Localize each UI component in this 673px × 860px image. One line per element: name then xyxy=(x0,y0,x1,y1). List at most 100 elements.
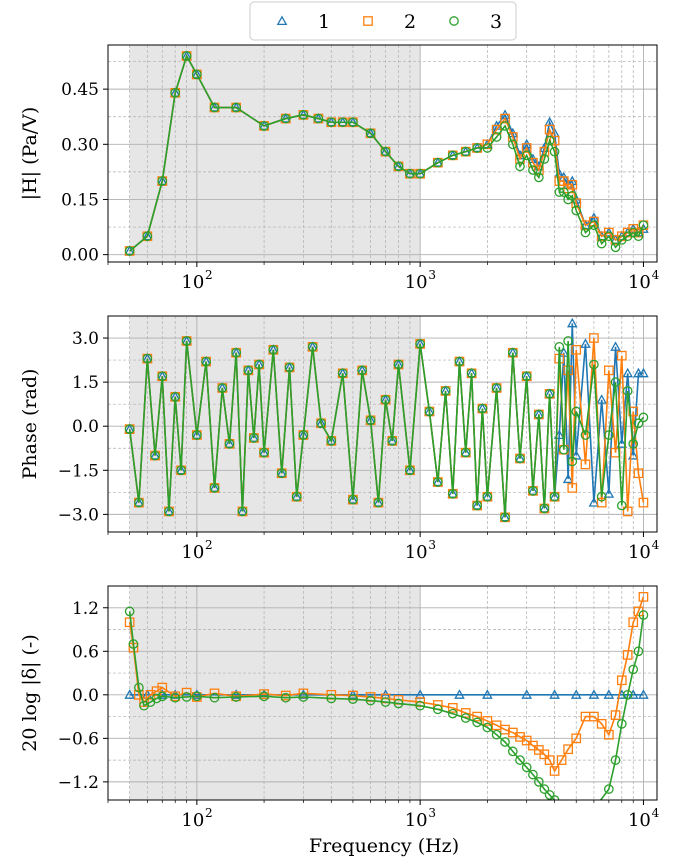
data-point xyxy=(563,744,573,755)
data-point xyxy=(616,500,627,511)
data-point xyxy=(515,161,525,172)
data-point xyxy=(528,165,538,175)
data-point xyxy=(539,146,550,157)
data-point xyxy=(560,807,568,815)
data-point xyxy=(566,317,578,328)
data-point xyxy=(373,497,384,507)
data-point xyxy=(243,365,254,376)
data-point xyxy=(291,491,302,502)
data-point xyxy=(571,344,582,355)
data-point xyxy=(237,505,248,516)
data-point xyxy=(454,356,465,367)
data-point xyxy=(405,168,415,179)
data-point xyxy=(373,497,384,508)
data-point xyxy=(604,729,614,740)
data-point xyxy=(176,465,186,476)
data-point xyxy=(580,430,591,440)
data-point xyxy=(170,87,181,98)
data-point xyxy=(472,143,483,153)
data-point xyxy=(500,737,510,747)
data-point xyxy=(589,220,599,231)
data-point xyxy=(432,704,443,715)
data-point xyxy=(347,494,359,504)
data-point xyxy=(589,333,599,343)
data-point xyxy=(507,347,518,358)
x-axis-label: Frequency (Hz) xyxy=(309,835,459,857)
data-point xyxy=(432,476,444,487)
data-point xyxy=(276,468,287,479)
data-point xyxy=(610,341,621,351)
data-point xyxy=(555,801,563,809)
data-point xyxy=(633,418,644,429)
x-tick-exponent: 3 xyxy=(428,538,436,552)
data-point xyxy=(124,245,135,255)
data-point xyxy=(387,436,398,446)
data-point xyxy=(472,711,483,722)
data-point xyxy=(447,703,458,713)
data-point xyxy=(316,418,326,429)
data-point xyxy=(544,124,555,135)
data-point xyxy=(460,447,471,458)
data-point xyxy=(315,417,327,428)
data-point xyxy=(181,336,192,346)
data-point xyxy=(628,664,639,675)
y-ticks: 0.00 0.15 0.30 0.45 xyxy=(61,80,108,266)
x-tick-exponent: 2 xyxy=(205,538,213,552)
data-point xyxy=(544,755,555,765)
data-point xyxy=(477,403,488,414)
data-point xyxy=(616,675,627,686)
data-point xyxy=(224,438,235,448)
legend-marker xyxy=(449,16,459,26)
x-tick-exponent: 4 xyxy=(652,806,660,820)
data-point xyxy=(580,227,591,238)
x-tick-label: 10 xyxy=(181,810,204,831)
data-point xyxy=(521,735,532,746)
data-point xyxy=(567,483,578,493)
data-point xyxy=(570,689,582,699)
data-point xyxy=(404,464,416,475)
y-axis-label: |H| (Pa/V) xyxy=(19,107,41,201)
data-point xyxy=(440,386,451,396)
data-point xyxy=(521,762,532,773)
x-tick-label: 10 xyxy=(628,272,651,293)
data-point xyxy=(142,230,153,241)
data-point xyxy=(380,146,391,157)
data-point xyxy=(638,689,649,699)
data-point xyxy=(500,512,510,523)
data-point xyxy=(217,383,228,393)
data-point xyxy=(603,689,615,699)
data-point xyxy=(415,168,426,179)
data-point xyxy=(432,157,443,168)
data-point xyxy=(365,415,376,426)
data-point xyxy=(491,132,502,142)
series-3 xyxy=(124,51,649,256)
data-point xyxy=(571,406,582,417)
data-point xyxy=(209,692,220,703)
data-point xyxy=(482,491,493,502)
y-tick-label: 1.5 xyxy=(72,373,99,393)
data-point xyxy=(326,436,337,446)
data-point xyxy=(386,435,398,445)
data-point xyxy=(175,464,187,475)
data-point xyxy=(191,429,203,440)
legend-label: 2 xyxy=(404,11,416,33)
data-point xyxy=(192,69,202,80)
y-axis-label: 20 log |δ| (-) xyxy=(19,634,41,751)
x-tick-exponent: 4 xyxy=(652,538,660,552)
data-point xyxy=(325,435,337,445)
data-point xyxy=(533,165,544,175)
data-point xyxy=(580,338,591,348)
data-point xyxy=(380,697,391,707)
data-point xyxy=(499,511,511,522)
data-point xyxy=(337,117,348,128)
data-point xyxy=(628,406,639,417)
data-point xyxy=(192,691,202,702)
data-point xyxy=(157,691,168,702)
data-point xyxy=(259,691,269,702)
data-point xyxy=(507,746,518,757)
data-point xyxy=(230,689,242,699)
data-point xyxy=(124,689,135,699)
data-point xyxy=(365,128,376,139)
data-point xyxy=(415,339,426,349)
